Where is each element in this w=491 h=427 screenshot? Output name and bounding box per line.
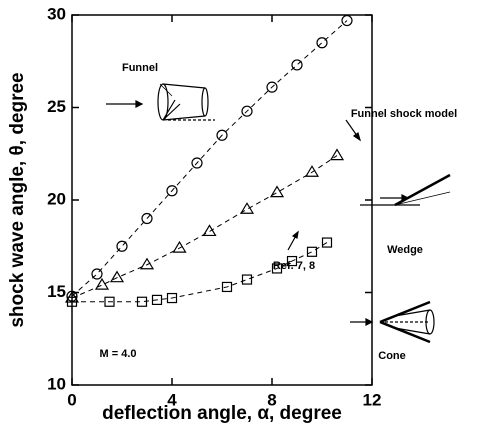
trend-line [72, 21, 347, 297]
point [306, 166, 318, 176]
plot-frame [72, 15, 372, 385]
x-tick-label: 4 [167, 390, 177, 409]
sketches [106, 84, 450, 342]
y-tick-label: 30 [47, 4, 66, 23]
trend-line [72, 243, 327, 302]
point [174, 242, 186, 252]
point [117, 241, 127, 251]
annotation: Cone [378, 350, 406, 362]
x-tick-label: 12 [363, 390, 382, 409]
y-axis-title: shock wave angle, θ, degree [7, 72, 28, 327]
y-tick-label: 15 [47, 282, 66, 301]
point [111, 272, 123, 282]
point [292, 60, 302, 70]
trend-line [72, 156, 337, 298]
annotation: M = 4.0 [100, 348, 137, 360]
point [92, 269, 102, 279]
point [141, 259, 153, 269]
x-tick-label: 8 [267, 390, 276, 409]
y-tick-label: 10 [47, 374, 66, 393]
point [331, 150, 343, 160]
x-axis-title: deflection angle, α, degree [102, 403, 342, 424]
y-tick-label: 25 [47, 97, 66, 116]
chart: deflection angle, α, degree shock wave a… [0, 0, 491, 427]
annotation: Funnel [122, 62, 158, 74]
annotation: Funnel shock model [351, 108, 457, 120]
point [243, 275, 252, 284]
y-tick-label: 20 [47, 189, 66, 208]
point [323, 238, 332, 247]
x-tick-label: 0 [67, 390, 76, 409]
point [317, 38, 327, 48]
point [96, 279, 108, 289]
annotation: Wedge [387, 244, 423, 256]
point [308, 247, 317, 256]
